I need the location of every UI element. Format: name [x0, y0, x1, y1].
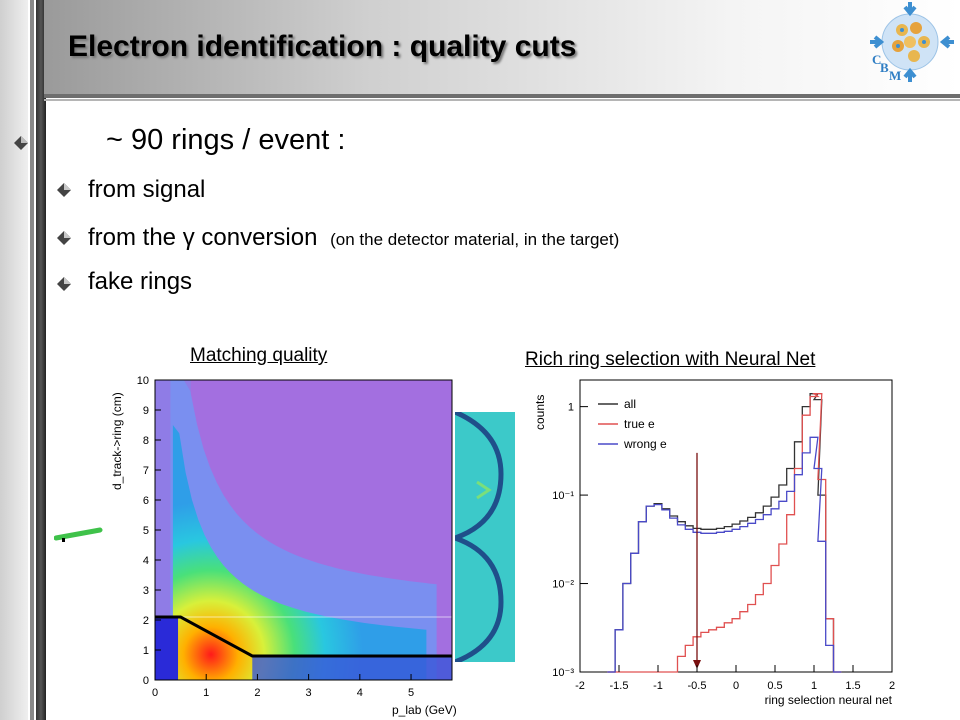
histogram-xtick-label: 2	[889, 680, 895, 692]
histogram-xlabel: ring selection neural net	[765, 693, 893, 707]
title-bar	[44, 0, 960, 94]
bullet-icon	[57, 277, 71, 291]
logo-letter-c: C	[872, 52, 881, 67]
bullet-conversion-note: (on the detector material, in the target…	[330, 230, 620, 249]
histogram-xtick-label: -2	[575, 680, 585, 692]
legend-label: true e	[624, 417, 655, 431]
bullet-fake-rings: fake rings	[88, 268, 193, 295]
heatmap-ytick-label: 4	[143, 555, 149, 567]
neural-net-histogram: all true e wrong e 10⁻³ 10⁻² 10⁻¹ 1 -2 -1.5 -1 -0.…	[533, 379, 895, 707]
histogram-xtick-label: 1.5	[845, 680, 860, 692]
series-line-wrong-e	[607, 436, 842, 673]
heatmap-bottom-band	[252, 656, 452, 680]
left-rail-dark	[36, 0, 46, 720]
slide-title: Electron identification : quality cuts	[68, 30, 577, 63]
histogram-ytick-label: 10⁻²	[552, 579, 574, 591]
diamond-bullet-icon	[14, 136, 28, 150]
histogram-ytick-label: 10⁻³	[552, 667, 574, 679]
heatmap-ytick-label: 9	[143, 405, 149, 417]
left-rail	[0, 0, 28, 720]
chart-title-matching: Matching quality	[190, 345, 328, 366]
headline: ~ 90 rings / event :	[106, 124, 346, 156]
cut-arrow-head	[693, 660, 701, 669]
bullet-icon	[57, 183, 71, 197]
heatmap-xtick-label: 4	[357, 687, 363, 699]
bullet-conversion-text: from the γ conversion	[88, 224, 318, 251]
heatmap-ylabel: d_track->ring (cm)	[110, 392, 124, 490]
heatmap-ytick-label: 10	[137, 375, 149, 387]
histogram-xtick-label: 0	[733, 680, 739, 692]
title-divider-light	[44, 99, 960, 101]
bullet-conversion: from the γ conversion (on the detector m…	[88, 224, 619, 252]
heatmap-low-p-strip	[155, 617, 179, 680]
green-dash-decoration	[54, 527, 103, 542]
title-divider	[44, 94, 960, 98]
heatmap-xtick-label: 1	[203, 687, 209, 699]
heatmap-ytick-label: 8	[143, 435, 149, 447]
bullet-icon	[57, 231, 71, 245]
chart-title-neural-net: Rich ring selection with Neural Net	[525, 349, 816, 370]
series-line-true-e	[607, 393, 842, 673]
histogram-xtick-label: 1	[811, 680, 817, 692]
histogram-ytick-label: 10⁻¹	[552, 490, 574, 502]
legend-label: all	[624, 397, 636, 411]
heatmap-ytick-label: 6	[143, 495, 149, 507]
cbm-logo-icon: C B M	[870, 2, 954, 83]
matching-quality-plot: 0 1 2 3 4 5 6 7 8 9 10 0 1 2 3 4 5 p_lab (GeV) d_track->ri…	[110, 375, 457, 717]
heatmap-cut-line	[155, 615, 452, 658]
histogram-frame	[579, 379, 893, 673]
heatmap-xtick-label: 0	[152, 687, 158, 699]
heatmap-xtick-label: 2	[254, 687, 260, 699]
left-rail-stripe	[30, 0, 34, 720]
heatmap-ytick-label: 1	[143, 645, 149, 657]
bullet-signal: from signal	[88, 176, 206, 203]
heatmap-xtick-label: 3	[306, 687, 312, 699]
histogram-ylabel: counts	[533, 395, 547, 430]
heatmap-ytick-label: 3	[143, 585, 149, 597]
heatmap-xtick-label: 5	[408, 687, 414, 699]
histogram-xtick-label: 0.5	[767, 680, 782, 692]
histogram-ytick-label: 1	[568, 402, 574, 414]
heatmap-ytick-label: 2	[143, 615, 149, 627]
heatmap-ytick-label: 7	[143, 465, 149, 477]
histogram-xtick-label: -0.5	[688, 680, 707, 692]
histogram-xtick-label: -1.5	[610, 680, 629, 692]
teal-overlay-shape	[455, 412, 515, 662]
legend-label: wrong e	[623, 437, 667, 451]
heatmap-xlabel: p_lab (GeV)	[392, 703, 457, 717]
heatmap-ytick-label: 5	[143, 525, 149, 537]
heatmap-density-core	[172, 425, 427, 680]
histogram-xtick-label: -1	[653, 680, 663, 692]
logo-letter-m: M	[889, 68, 901, 83]
logo-letter-b: B	[880, 60, 889, 75]
heatmap-ytick-label: 0	[143, 675, 149, 687]
